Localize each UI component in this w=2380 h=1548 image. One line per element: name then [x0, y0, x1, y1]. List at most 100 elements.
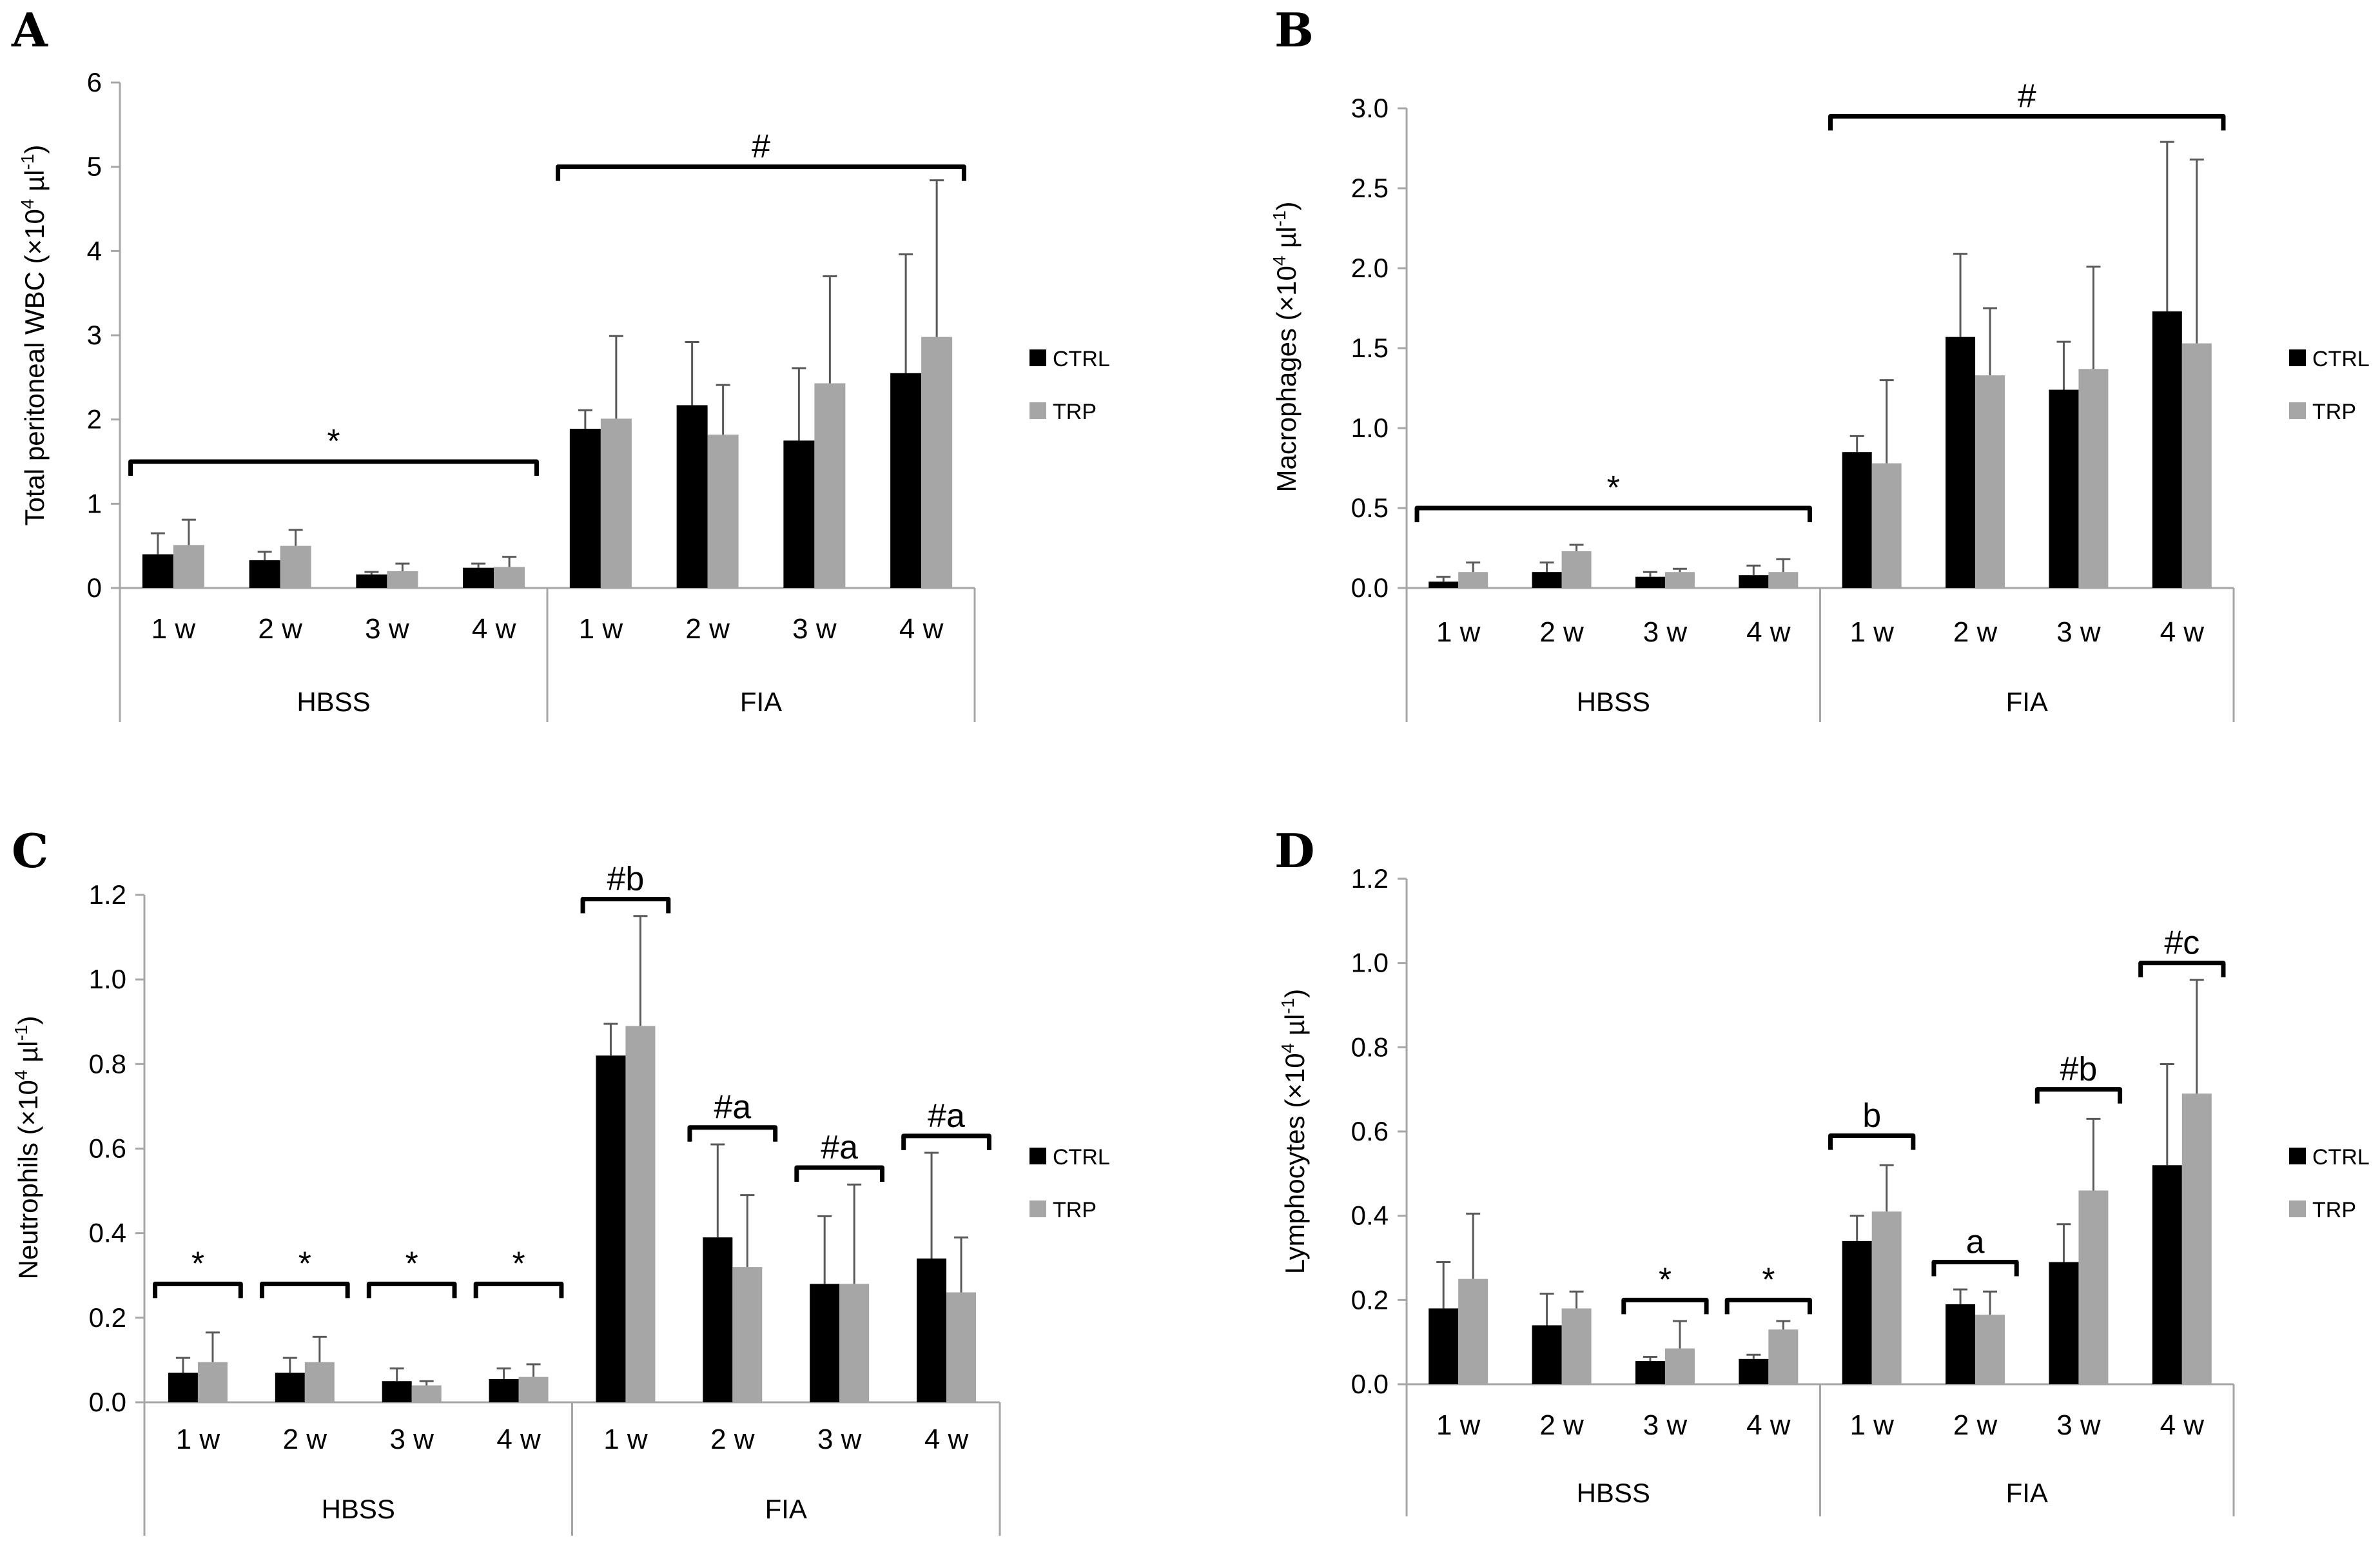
y-axis-title-part: µl: [1271, 226, 1302, 255]
bar-trp: [1975, 375, 2005, 588]
x-tick-label: 3 w: [389, 1424, 434, 1455]
bar-trp: [707, 435, 739, 588]
significance-label: b: [1862, 1097, 1881, 1135]
y-axis-title: Neutrophils (×104 µl-1): [11, 1015, 43, 1279]
y-axis-title-part: µl: [13, 1041, 43, 1070]
x-tick-label: 2 w: [1539, 616, 1584, 648]
bar-trp: [518, 1377, 549, 1402]
x-tick-label: 2 w: [1953, 616, 1998, 648]
bar-ctrl: [142, 554, 173, 588]
x-tick-label: 2 w: [258, 613, 302, 645]
bar-trp: [921, 337, 953, 588]
significance-bracket: [687, 1125, 778, 1142]
y-tick-label: 0.2: [89, 1302, 126, 1333]
significance-bracket: [1828, 113, 2226, 131]
y-tick-label: 0.0: [1351, 573, 1389, 603]
bar-trp: [387, 571, 418, 588]
bar-trp: [1458, 572, 1488, 588]
y-tick-label: 2.0: [1351, 253, 1389, 283]
legend-swatch-ctrl: [2289, 349, 2306, 366]
y-tick-label: 1.2: [89, 879, 126, 910]
legend-label: TRP: [2312, 400, 2356, 424]
significance-label: *: [298, 1245, 311, 1282]
significance-label: #a: [821, 1129, 858, 1166]
bar-ctrl: [382, 1381, 412, 1402]
x-tick-label: 3 w: [1643, 1409, 1688, 1441]
y-tick-label: 3: [87, 320, 102, 350]
y-tick-label: 0.0: [89, 1387, 126, 1417]
significance-bracket: [1724, 1297, 1812, 1315]
bar-trp: [946, 1292, 977, 1402]
bar-trp: [2181, 1093, 2212, 1384]
y-tick-label: 3.0: [1351, 93, 1389, 123]
x-tick-label: 1 w: [603, 1424, 648, 1455]
group-label: FIA: [740, 687, 782, 717]
bar-trp: [197, 1362, 228, 1402]
significance-label: #: [752, 128, 770, 166]
legend-swatch-ctrl: [1029, 1148, 1046, 1164]
bar-ctrl: [1429, 582, 1459, 588]
y-axis-title: Lymphocytes (×104 µl-1): [1278, 989, 1310, 1274]
bar-trp: [1561, 1308, 1592, 1384]
legend-swatch-trp: [1029, 402, 1046, 419]
y-axis-title-sup: 4: [17, 199, 37, 210]
y-tick-label: 1.2: [1351, 863, 1389, 894]
significance-label: *: [327, 423, 340, 460]
bar-ctrl: [463, 567, 494, 588]
y-tick-label: 0.5: [1351, 493, 1389, 523]
significance-label: a: [1966, 1224, 1985, 1261]
bar-ctrl: [275, 1373, 305, 1402]
y-axis-title-sup: 4: [1269, 256, 1289, 266]
panel-letter: C: [12, 823, 48, 878]
y-axis-title-part: µl: [19, 170, 50, 199]
significance-bracket: [1828, 1133, 1916, 1150]
y-tick-label: 0.4: [1351, 1200, 1389, 1231]
x-tick-label: 1 w: [176, 1424, 220, 1455]
panel-c: C 0.0 0.2 0.4 0.6 0.8 1.0 1.2 1 w 2 w 3 w 4 w 1 w 2 w…: [11, 823, 1110, 1536]
y-tick-label: 1.5: [1351, 333, 1389, 363]
panel-b: B 0.0 0.5 1.0 1.5 2.0 2.5 3.0 1 w 2 w 3 w 4 w 1 w 2 w…: [1269, 3, 2370, 722]
group-label: HBSS: [1577, 1478, 1650, 1508]
legend-label: CTRL: [1053, 347, 1110, 371]
bar-trp: [625, 1026, 656, 1402]
bar-ctrl: [890, 373, 922, 588]
significance-label: #: [2018, 77, 2036, 115]
significance-label: *: [191, 1245, 204, 1282]
significance-bracket: [128, 459, 539, 476]
significance-bracket: [1621, 1297, 1709, 1315]
x-tick-label: 1 w: [1849, 1409, 1894, 1441]
significance-label: *: [1607, 469, 1620, 507]
significance-label: *: [405, 1245, 418, 1282]
bar-ctrl: [356, 574, 387, 588]
bar-trp: [814, 383, 846, 588]
x-tick-label: 3 w: [2056, 1409, 2101, 1441]
legend-swatch-trp: [1029, 1200, 1046, 1217]
y-axis-title-part: Neutrophils (×10: [13, 1080, 43, 1279]
bar-trp: [1664, 572, 1695, 588]
significance-bracket: [153, 1281, 243, 1298]
bar-ctrl: [1635, 1361, 1665, 1384]
y-axis-title-sup: -1: [1278, 998, 1298, 1014]
y-tick-label: 0.6: [89, 1133, 126, 1164]
group-label: HBSS: [322, 1494, 395, 1524]
y-tick-label: 0.8: [1351, 1032, 1389, 1062]
panel-d: D 0.0 0.2 0.4 0.6 0.8 1.0 1.2 1 w 2 w 3 w 4 w 1 w 2 w…: [1274, 823, 2370, 1516]
x-tick-label: 2 w: [283, 1424, 327, 1455]
x-tick-label: 2 w: [1953, 1409, 1998, 1441]
x-tick-label: 1 w: [1436, 1409, 1481, 1441]
bar-ctrl: [1635, 576, 1665, 588]
significance-label: #a: [928, 1097, 965, 1135]
bar-trp: [1871, 463, 1902, 588]
group-label: HBSS: [1577, 687, 1650, 717]
x-tick-label: 4 w: [2160, 616, 2205, 648]
legend-label: TRP: [2312, 1198, 2356, 1222]
bar-ctrl: [1842, 452, 1872, 588]
x-tick-label: 4 w: [1746, 616, 1791, 648]
legend-swatch-trp: [2289, 1200, 2306, 1217]
legend-label: TRP: [1053, 400, 1097, 424]
significance-label: #c: [2164, 925, 2200, 962]
x-tick-label: 4 w: [472, 613, 516, 645]
x-tick-label: 3 w: [792, 613, 837, 645]
y-axis-title: Total peritoneal WBC (×104 µl-1): [17, 144, 50, 525]
y-axis-title-part: Lymphocytes (×10: [1280, 1053, 1310, 1274]
